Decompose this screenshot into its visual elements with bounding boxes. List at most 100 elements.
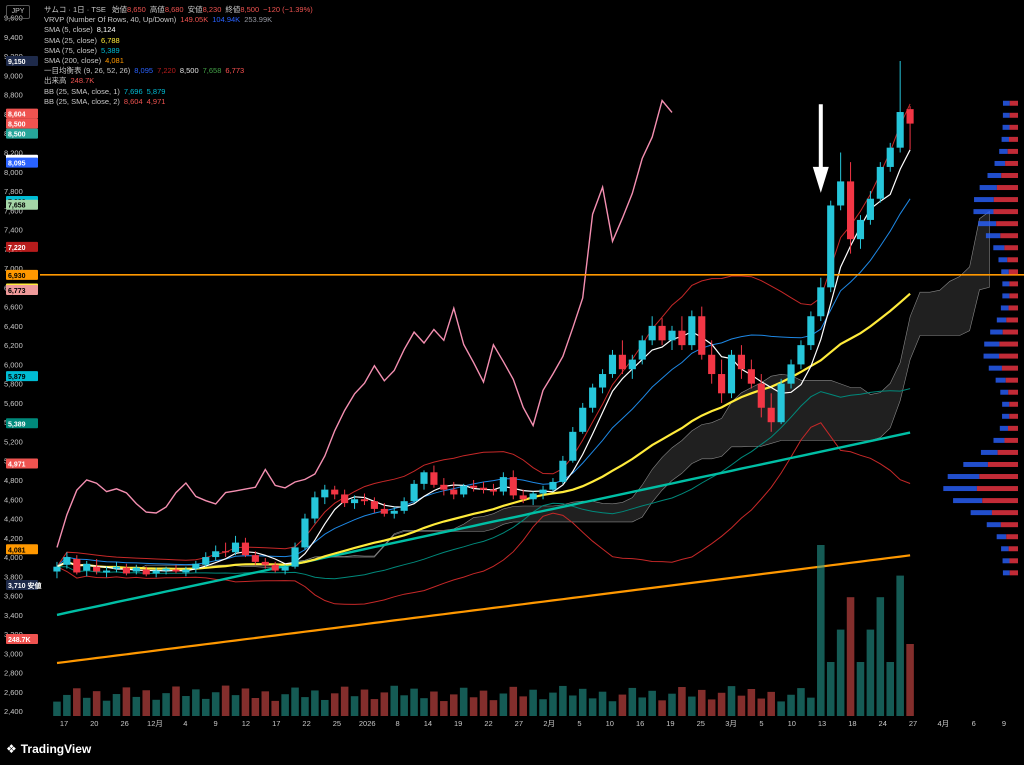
candle-body — [866, 198, 874, 220]
ohlc-value: 8,680 — [164, 5, 184, 14]
volume-bar — [112, 694, 121, 716]
indicator-row[interactable]: 一目均衡表 (9, 26, 52, 26) 8,095 7,220 8,500 7,65… — [44, 66, 313, 76]
candle-body — [589, 387, 597, 408]
brand-label: TradingView — [20, 742, 92, 756]
y-tick-label: 5,200 — [4, 437, 23, 446]
volume-profile-down-bar — [1008, 136, 1018, 142]
volume-profile-up-bar — [953, 498, 983, 504]
volume-bar — [132, 696, 141, 716]
volume-bar — [251, 698, 260, 716]
volume-profile-down-bar — [1001, 365, 1018, 371]
candle-body — [767, 407, 775, 423]
indicator-row[interactable]: 出来高 248.7K — [44, 76, 313, 86]
volume-bar — [360, 689, 369, 716]
volume-profile-up-bar — [1002, 570, 1010, 576]
x-tick-label: 4月 — [938, 719, 950, 728]
volume-bar — [192, 689, 200, 716]
candle-body — [410, 483, 418, 502]
indicator-row[interactable]: SMA (75, close) 5,389 — [44, 46, 313, 56]
volume-bar — [231, 695, 240, 716]
symbol-title[interactable]: サムコ · 1日 · TSE — [44, 5, 106, 14]
x-tick-label: 22 — [484, 719, 492, 728]
indicator-value: 149.05K — [180, 15, 209, 25]
volume-profile-down-bar — [1005, 377, 1018, 383]
candle-body — [152, 570, 160, 574]
currency-button[interactable]: JPY — [6, 5, 30, 19]
price-tag-label: 7,658 — [8, 203, 26, 210]
indicator-row[interactable]: BB (25, SMA, close, 2) 8,604 4,971 — [44, 97, 313, 107]
volume-profile-down-bar — [1006, 534, 1018, 540]
brand-footer[interactable]: ❖ TradingView — [6, 740, 91, 758]
ohlc-values: 始値8,650 高値8,680 安値8,230 終値8,500 −120 (−1.39%… — [108, 5, 313, 14]
candle-body — [390, 510, 398, 514]
indicator-name: BB (25, SMA, close, 1) — [44, 86, 120, 96]
price-tag-label: 7,220 — [8, 245, 26, 252]
candle-body — [846, 181, 855, 240]
price-tag-label: 4,971 — [8, 462, 26, 469]
candle-body — [162, 568, 170, 571]
y-tick-label: 4,000 — [4, 553, 23, 562]
candle-body — [202, 557, 210, 565]
volume-profile-up-bar — [996, 317, 1007, 323]
volume-profile-down-bar — [1008, 389, 1018, 395]
candle-body — [618, 354, 626, 370]
volume-bar — [201, 698, 210, 716]
volume-profile-down-bar — [1009, 558, 1018, 564]
candle-body — [321, 489, 329, 498]
volume-profile-up-bar — [999, 425, 1008, 431]
candle-body — [539, 489, 547, 494]
indicator-row[interactable]: SMA (200, close) 4,081 — [44, 56, 313, 66]
indicator-row[interactable]: SMA (5, close) 8,124 — [44, 25, 313, 35]
x-tick-label: 9 — [1002, 719, 1006, 728]
candle-body — [827, 205, 835, 288]
ohlc-label: 始値 — [112, 5, 128, 14]
x-tick-label: 17 — [60, 719, 68, 728]
volume-profile-up-bar — [979, 185, 997, 191]
candle-body — [737, 354, 746, 370]
sma75-line — [56, 431, 911, 617]
volume-bar — [92, 691, 101, 716]
indicator-value: 4,081 — [105, 55, 124, 65]
indicator-row[interactable]: BB (25, SMA, close, 1) 7,696 5,879 — [44, 87, 313, 97]
candle-body — [876, 166, 884, 199]
volume-profile-up-bar — [993, 245, 1005, 251]
candle-body — [499, 477, 507, 492]
candle-body — [529, 493, 537, 500]
candle-body — [559, 460, 567, 482]
volume-profile-down-bar — [1009, 293, 1018, 299]
volume-bar — [440, 701, 448, 716]
volume-bar — [648, 690, 656, 716]
volume-profile-down-bar — [1007, 148, 1018, 154]
price-tag — [6, 633, 38, 644]
candle-body — [301, 518, 309, 548]
candle-body — [122, 567, 130, 574]
candle-body — [63, 557, 71, 565]
volume-profile-down-bar — [1009, 401, 1018, 407]
price-tag — [6, 128, 38, 139]
candle-body — [460, 485, 468, 495]
volume-bar — [410, 688, 418, 716]
price-tag — [6, 157, 38, 168]
y-tick-label: 9,000 — [4, 71, 23, 80]
candle-body — [212, 551, 220, 558]
candle-body — [420, 472, 428, 484]
candle-body — [718, 374, 726, 394]
volume-profile-down-bar — [1004, 245, 1018, 251]
volume-profile-up-bar — [995, 377, 1006, 383]
volume-profile-up-bar — [1002, 558, 1010, 564]
candle-body — [688, 316, 696, 346]
volume-bar — [53, 701, 61, 716]
x-tick-label: 22 — [302, 719, 310, 728]
candle-body — [350, 499, 359, 504]
candle-body — [906, 109, 914, 124]
volume-bar — [340, 686, 349, 716]
indicator-value: 5,389 — [100, 45, 120, 55]
volume-bar — [330, 693, 339, 716]
indicator-row[interactable]: VRVP (Number Of Rows, 40, Up/Down) 149.05… — [44, 15, 313, 25]
ohlc-label: 高値 — [149, 5, 165, 14]
volume-bar — [836, 629, 845, 716]
indicator-row[interactable]: SMA (25, close) 6,788 — [44, 36, 313, 46]
candle-body — [638, 340, 646, 360]
